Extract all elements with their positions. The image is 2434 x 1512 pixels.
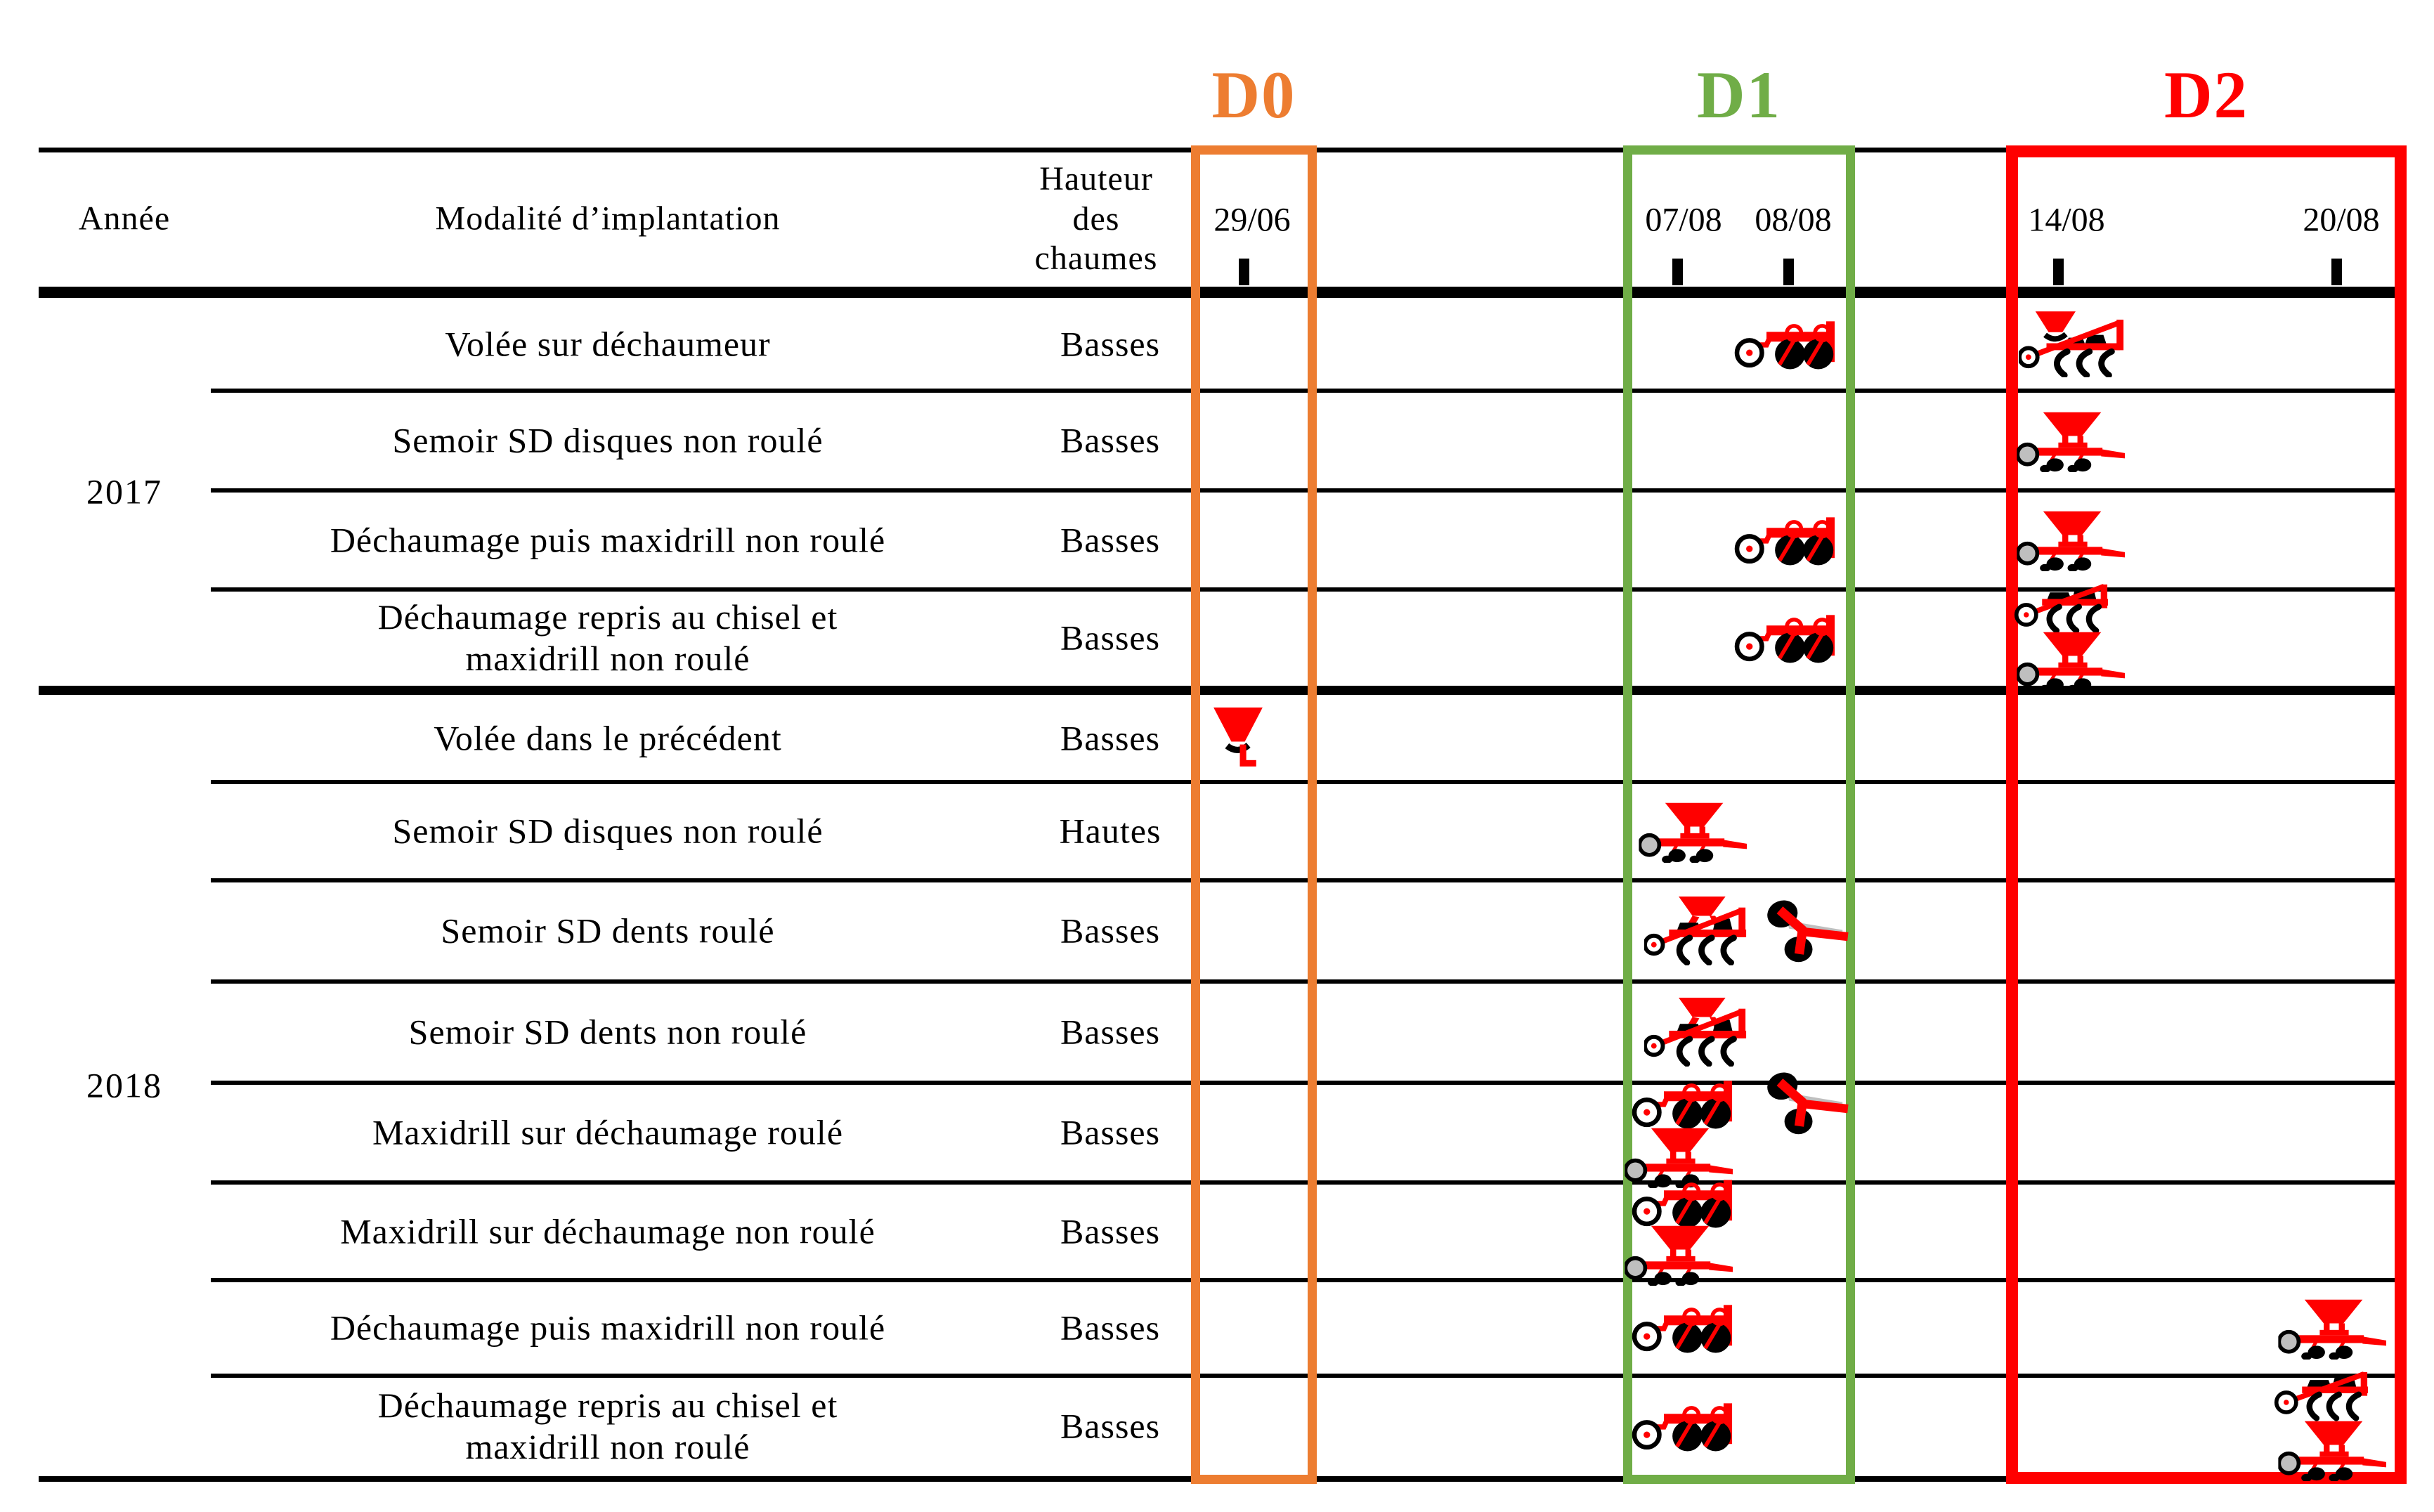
- date-label: 08/08: [1755, 201, 1832, 239]
- hopper-seeder-icon: [2278, 1419, 2390, 1481]
- phase-box-D1: [1623, 145, 1855, 1484]
- year-label-2018: 2018: [86, 1065, 162, 1105]
- row-hauteur-value: Hautes: [1059, 811, 1161, 851]
- row-modalite-label: Volée dans le précédent: [434, 718, 782, 758]
- row-separator: [211, 1180, 2403, 1185]
- date-label: 20/08: [2303, 201, 2380, 239]
- row-hauteur-value: Basses: [1060, 618, 1161, 657]
- row-separator: [211, 1278, 2403, 1282]
- row-separator: [211, 587, 2403, 592]
- row-modalite-label: Maxidrill sur déchaumage non roulé: [340, 1211, 876, 1251]
- disc-drill-icon: [1733, 511, 1839, 570]
- chisel-icon: [2013, 583, 2119, 636]
- row-hauteur-value: Basses: [1060, 1012, 1161, 1052]
- timeline-axis: [39, 287, 2403, 298]
- phase-label-D2: D2: [2163, 57, 2249, 132]
- year-label-2017: 2017: [86, 471, 162, 511]
- row-separator: [211, 878, 2403, 882]
- row-separator: [211, 1081, 2403, 1085]
- col-header-modalite: Modalité d’implantation: [435, 200, 781, 237]
- row-modalite-label: Semoir SD disques non roulé: [392, 811, 824, 851]
- row-modalite-label: Déchaumage puis maxidrill non roulé: [330, 520, 886, 559]
- hopper-seeder-icon: [1625, 1223, 1737, 1286]
- row-modalite-label: Semoir SD disques non roulé: [392, 420, 824, 460]
- row-hauteur-value: Basses: [1060, 911, 1161, 951]
- row-modalite-label: Déchaumage puis maxidrill non roulé: [330, 1308, 886, 1348]
- col-header-hauteur: Hauteur des chaumes: [1034, 160, 1158, 278]
- date-label: 29/06: [1213, 201, 1291, 239]
- hopper-seeder-icon: [2017, 410, 2129, 472]
- date-tick-mark: [2331, 259, 2342, 285]
- row-hauteur-value: Basses: [1060, 1112, 1161, 1152]
- date-label: 14/08: [2028, 201, 2105, 239]
- hopper-seeder-icon: [2278, 1297, 2390, 1360]
- phase-label-D0: D0: [1211, 57, 1296, 132]
- row-separator: [211, 488, 2403, 493]
- row-modalite-label: Déchaumage repris au chisel et maxidrill…: [377, 597, 838, 678]
- row-separator: [211, 1374, 2403, 1378]
- hopper-seeder-icon: [2017, 630, 2129, 692]
- date-tick-mark: [1783, 259, 1794, 285]
- row-modalite-label: Déchaumage repris au chisel et maxidrill…: [377, 1385, 838, 1466]
- col-header-annee: Année: [78, 200, 171, 237]
- phase-box-D0: [1191, 145, 1317, 1484]
- date-tick-mark: [1672, 259, 1683, 285]
- spreader-icon: [1211, 706, 1265, 771]
- disc-drill-icon: [1631, 1298, 1736, 1357]
- tine-seeder-icon: [1644, 897, 1751, 965]
- row-hauteur-value: Basses: [1060, 324, 1161, 364]
- row-hauteur-value: Basses: [1060, 520, 1161, 559]
- roller-icon: [1762, 1070, 1849, 1137]
- row-hauteur-value: Basses: [1060, 1406, 1161, 1445]
- row-separator: [211, 780, 2403, 784]
- disc-drill-icon: [1733, 315, 1839, 374]
- row-modalite-label: Volée sur déchaumeur: [445, 324, 771, 364]
- row-hauteur-value: Basses: [1060, 1211, 1161, 1251]
- row-separator: [211, 979, 2403, 984]
- row-modalite-label: Maxidrill sur déchaumage roulé: [372, 1112, 844, 1152]
- row-hauteur-value: Basses: [1060, 1308, 1161, 1348]
- phase-label-D1: D1: [1696, 57, 1782, 132]
- row-hauteur-value: Basses: [1060, 718, 1161, 758]
- disc-drill-icon: [1631, 1397, 1736, 1456]
- row-separator: [211, 389, 2403, 393]
- hopper-seeder-icon: [2017, 509, 2129, 571]
- date-label: 07/08: [1645, 201, 1722, 239]
- spreader-on-chisel-icon: [2019, 311, 2130, 377]
- disc-drill-icon: [1631, 1074, 1736, 1133]
- date-tick-mark: [1239, 259, 1249, 285]
- row-modalite-label: Semoir SD dents non roulé: [408, 1012, 807, 1052]
- row-hauteur-value: Basses: [1060, 420, 1161, 460]
- row-modalite-label: Semoir SD dents roulé: [441, 911, 775, 951]
- date-tick-mark: [2053, 259, 2064, 285]
- tine-seeder-icon: [1644, 998, 1751, 1067]
- chisel-icon: [2273, 1371, 2378, 1423]
- hopper-seeder-icon: [1639, 800, 1751, 863]
- disc-drill-icon: [1733, 608, 1839, 667]
- year-divider-line: [39, 686, 2403, 695]
- roller-icon: [1762, 898, 1849, 965]
